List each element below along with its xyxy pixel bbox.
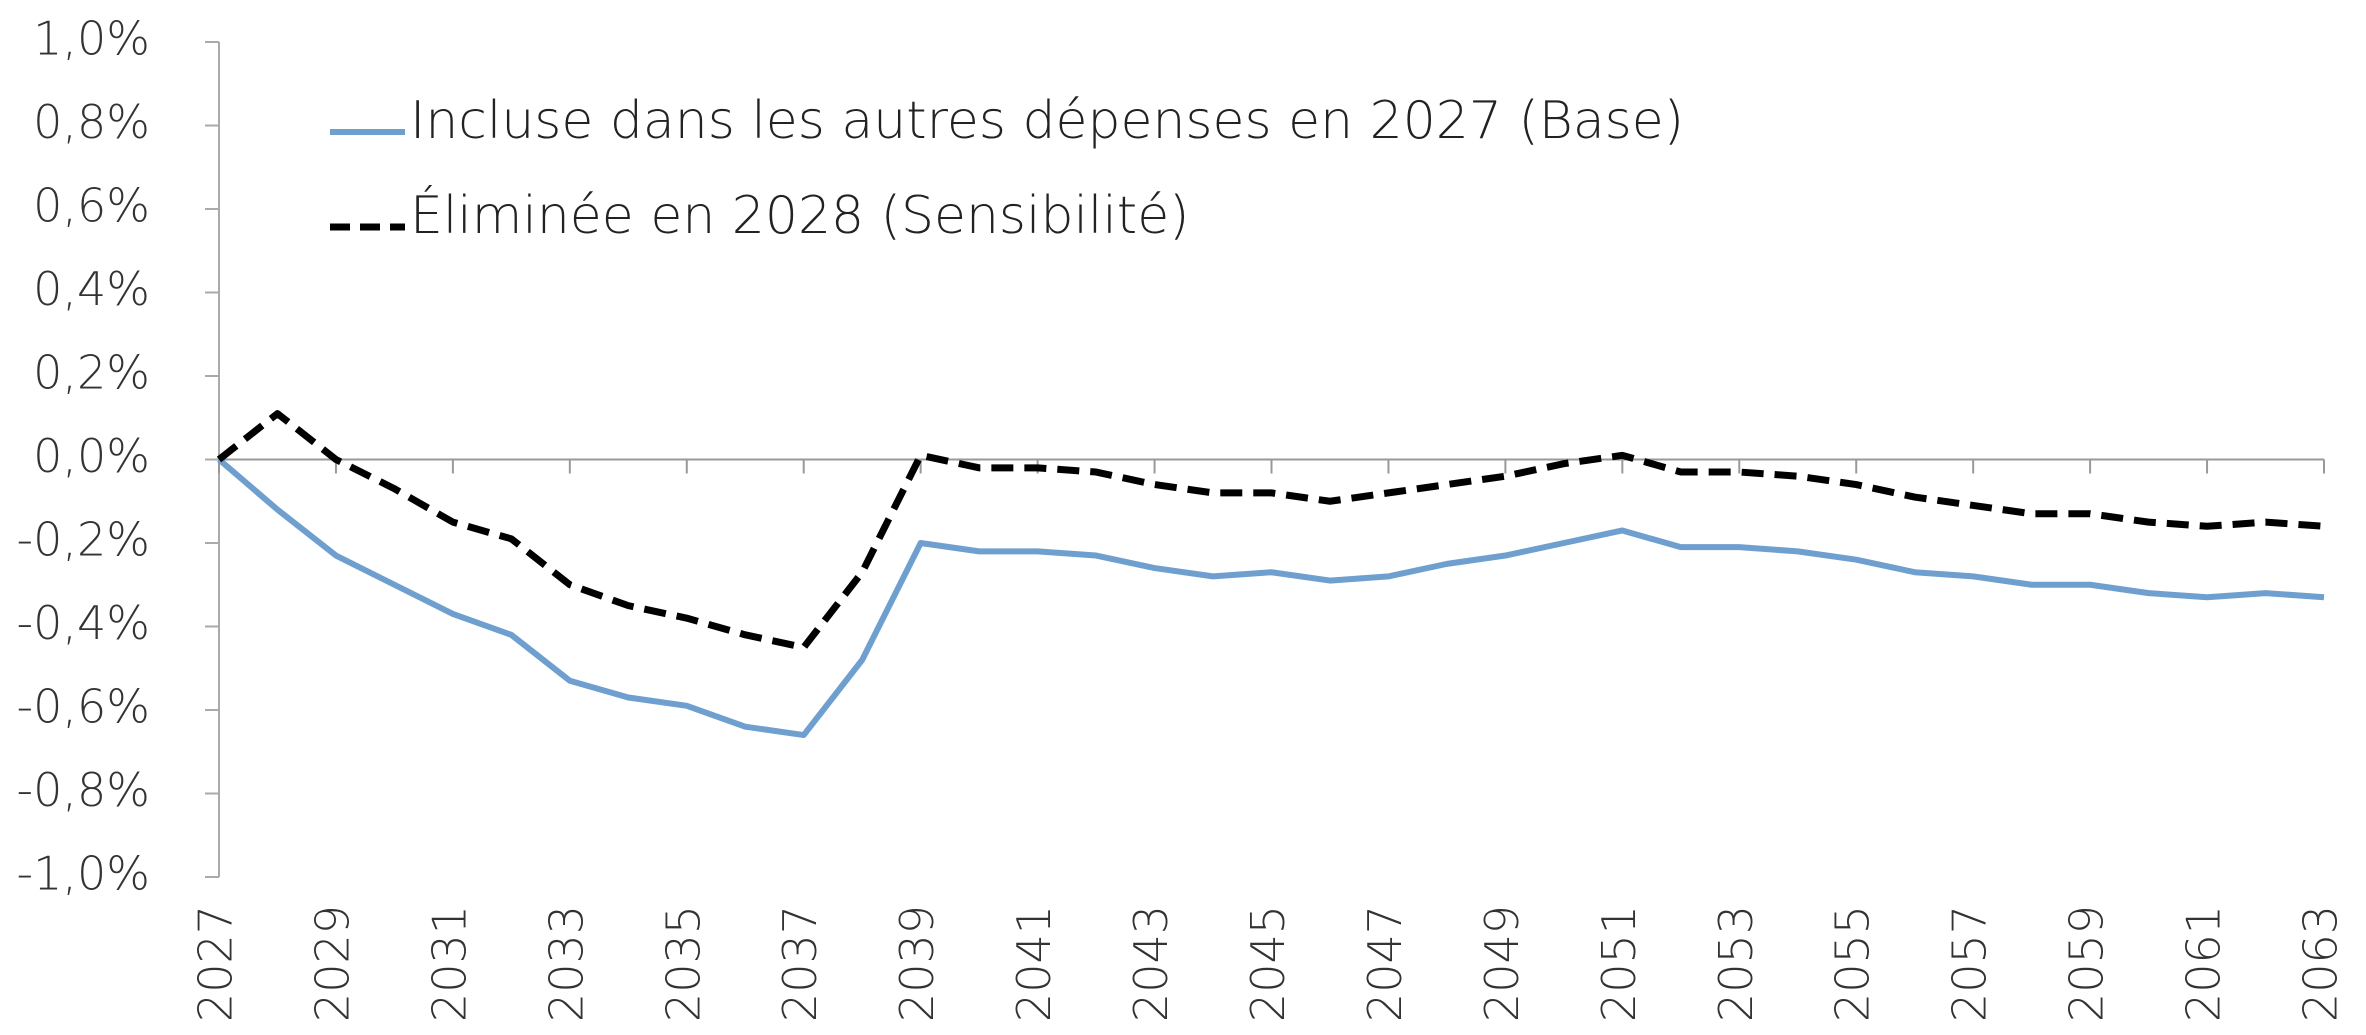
x-tick-label: 2061 xyxy=(2177,905,2231,1022)
y-tick-label: 0,8% xyxy=(33,95,150,149)
x-tick-label: 2037 xyxy=(773,905,827,1022)
x-tick-label: 2063 xyxy=(2294,905,2348,1022)
x-tick-label: 2057 xyxy=(1943,905,1997,1022)
legend-label: Éliminée en 2028 (Sensibilité) xyxy=(410,185,1189,246)
x-tick-label: 2047 xyxy=(1358,905,1412,1022)
y-tick-label: 0,4% xyxy=(33,262,150,316)
x-tick-label: 2027 xyxy=(189,905,243,1022)
x-tick-label: 2029 xyxy=(305,905,359,1022)
x-tick-label: 2043 xyxy=(1124,905,1178,1022)
y-tick-label: -0,6% xyxy=(17,680,150,734)
x-tick-label: 2059 xyxy=(2060,905,2114,1022)
x-tick-label: 2045 xyxy=(1241,905,1295,1022)
y-tick-label: 0,6% xyxy=(33,179,150,233)
x-tick-label: 2039 xyxy=(890,905,944,1022)
y-tick-label: 0,0% xyxy=(33,429,150,483)
x-tick-label: 2031 xyxy=(422,905,476,1022)
y-tick-label: -0,8% xyxy=(17,763,150,817)
y-tick-label: 1,0% xyxy=(33,12,150,66)
x-tick-label: 2035 xyxy=(656,905,710,1022)
series-line xyxy=(217,457,2325,739)
y-tick-label: 0,2% xyxy=(33,346,150,400)
x-tick-label: 2053 xyxy=(1709,905,1763,1022)
x-tick-label: 2049 xyxy=(1475,905,1529,1022)
x-tick-label: 2051 xyxy=(1592,905,1646,1022)
y-tick-label: -0,4% xyxy=(17,596,150,650)
x-tick-label: 2055 xyxy=(1826,905,1880,1022)
y-tick-label: -1,0% xyxy=(17,847,150,901)
legend-label: Incluse dans les autres dépenses en 2027… xyxy=(410,91,1684,151)
x-tick-label: 2033 xyxy=(539,905,593,1022)
series-line xyxy=(216,410,2325,651)
y-tick-label: -0,2% xyxy=(17,513,150,567)
x-tick-label: 2041 xyxy=(1007,905,1061,1022)
